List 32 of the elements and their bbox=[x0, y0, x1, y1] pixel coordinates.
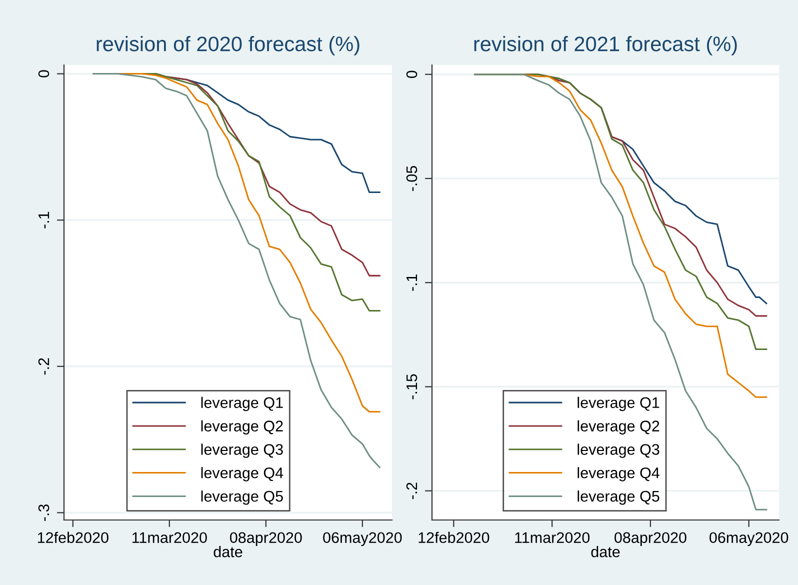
y-tick-label: -.05 bbox=[406, 166, 418, 191]
x-tick-label: 12feb2020 bbox=[418, 532, 490, 544]
legend-label: leverage Q3 bbox=[578, 444, 660, 458]
legend-label: leverage Q4 bbox=[578, 467, 660, 482]
x-tick-label: 06may2020 bbox=[710, 532, 788, 546]
y-tick-label: -.2 bbox=[38, 358, 50, 375]
x-tick-label: 06may2020 bbox=[323, 532, 402, 546]
y-tick-label: -.1 bbox=[406, 274, 418, 291]
legend-label: leverage Q5 bbox=[201, 490, 283, 505]
x-tick-label: 11mar2020 bbox=[132, 532, 207, 544]
x-tick-label: 08apr2020 bbox=[614, 532, 686, 546]
x-tick-label: 08apr2020 bbox=[230, 532, 302, 546]
legend-label: leverage Q4 bbox=[201, 467, 284, 482]
y-tick-label: -.15 bbox=[406, 374, 418, 400]
chart-title: revision of 2020 forecast (%) bbox=[96, 36, 360, 56]
y-tick-label: -.2 bbox=[406, 482, 418, 500]
line-series bbox=[474, 74, 768, 510]
x-axis-title: date bbox=[591, 546, 620, 558]
y-tick-label: -.3 bbox=[38, 504, 50, 521]
y-tick-label: 0 bbox=[406, 70, 418, 78]
x-tick-label: 12feb2020 bbox=[38, 532, 108, 544]
legend-label: leverage Q5 bbox=[578, 490, 660, 505]
y-tick-label: -.1 bbox=[38, 212, 50, 228]
chart-title: revision of 2021 forecast (%) bbox=[474, 36, 737, 56]
legend-label: leverage Q3 bbox=[201, 444, 283, 458]
legend-label: leverage Q2 bbox=[578, 420, 660, 434]
legend-label: leverage Q1 bbox=[201, 396, 283, 412]
y-tick-label: 0 bbox=[38, 70, 50, 78]
x-tick-label: 11mar2020 bbox=[515, 532, 590, 544]
legend-label: leverage Q2 bbox=[201, 420, 283, 434]
x-axis-title: date bbox=[214, 546, 242, 558]
legend-label: leverage Q1 bbox=[578, 396, 660, 412]
